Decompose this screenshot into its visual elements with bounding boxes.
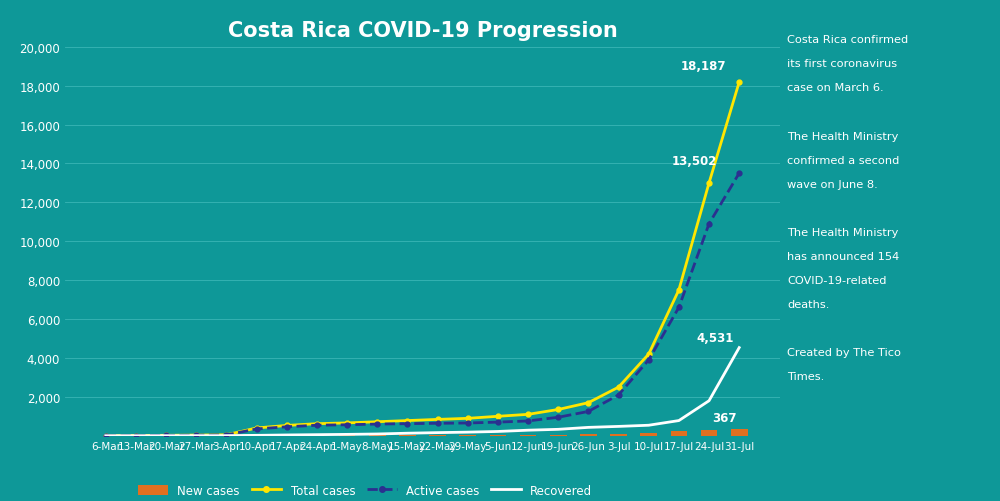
Bar: [701, 430, 717, 436]
Total cases: [281, 422, 293, 428]
Total cases: [552, 407, 564, 413]
Recovered: [733, 345, 745, 351]
Text: its first coronavirus: its first coronavirus: [787, 59, 897, 69]
Recovered: [432, 430, 444, 436]
Recovered: [311, 432, 323, 438]
Total cases: [522, 411, 534, 417]
Active cases: [341, 422, 353, 428]
Recovered: [703, 398, 715, 404]
Total cases: [673, 287, 685, 293]
Title: Costa Rica COVID-19 Progression: Costa Rica COVID-19 Progression: [228, 21, 617, 41]
Recovered: [552, 426, 564, 432]
Active cases: [160, 432, 172, 438]
Recovered: [281, 432, 293, 438]
Recovered: [492, 428, 504, 434]
Text: confirmed a second: confirmed a second: [787, 155, 899, 165]
Total cases: [492, 413, 504, 419]
Total cases: [462, 415, 474, 421]
Total cases: [220, 432, 232, 438]
Bar: [550, 435, 567, 436]
Line: Recovered: Recovered: [106, 348, 739, 436]
Total cases: [613, 384, 625, 390]
Line: Total cases: Total cases: [103, 80, 742, 438]
Recovered: [401, 430, 413, 436]
Active cases: [613, 392, 625, 398]
Recovered: [341, 431, 353, 437]
Active cases: [220, 432, 232, 438]
Line: Active cases: Active cases: [103, 171, 742, 438]
Total cases: [643, 351, 655, 357]
Active cases: [371, 421, 383, 427]
Recovered: [371, 431, 383, 437]
Text: 4,531: 4,531: [696, 331, 734, 344]
Text: case on March 6.: case on March 6.: [787, 83, 884, 93]
Bar: [520, 435, 536, 436]
Recovered: [100, 433, 112, 439]
Text: Created by The Tico: Created by The Tico: [787, 348, 901, 358]
Bar: [610, 434, 627, 436]
Bar: [278, 435, 295, 436]
Bar: [671, 431, 687, 436]
Text: Times.: Times.: [787, 372, 824, 382]
Text: 18,187: 18,187: [680, 60, 726, 73]
Text: has announced 154: has announced 154: [787, 252, 899, 262]
Recovered: [613, 423, 625, 429]
Recovered: [251, 432, 263, 438]
Recovered: [190, 433, 202, 439]
Text: 13,502: 13,502: [671, 155, 717, 168]
Total cases: [160, 432, 172, 438]
Active cases: [190, 432, 202, 438]
Active cases: [522, 418, 534, 424]
Total cases: [371, 419, 383, 425]
Total cases: [401, 418, 413, 424]
Text: deaths.: deaths.: [787, 300, 829, 310]
Text: wave on June 8.: wave on June 8.: [787, 179, 878, 189]
Active cases: [582, 409, 594, 415]
Active cases: [251, 426, 263, 432]
Text: 367: 367: [712, 411, 736, 424]
Active cases: [643, 357, 655, 363]
Recovered: [220, 433, 232, 439]
Recovered: [462, 429, 474, 435]
Active cases: [733, 171, 745, 177]
Active cases: [462, 420, 474, 426]
Bar: [731, 429, 748, 436]
Recovered: [522, 427, 534, 433]
Active cases: [281, 424, 293, 430]
Total cases: [703, 180, 715, 186]
Active cases: [100, 433, 112, 439]
Recovered: [160, 433, 172, 439]
Text: The Health Ministry: The Health Ministry: [787, 227, 898, 237]
Recovered: [130, 433, 142, 439]
Text: COVID-19-related: COVID-19-related: [787, 276, 887, 286]
Total cases: [100, 433, 112, 439]
Total cases: [190, 432, 202, 438]
Total cases: [311, 421, 323, 427]
Recovered: [673, 418, 685, 424]
Recovered: [582, 424, 594, 430]
Total cases: [130, 433, 142, 439]
Active cases: [401, 421, 413, 427]
Recovered: [643, 422, 655, 428]
Active cases: [673, 305, 685, 311]
Active cases: [432, 420, 444, 426]
Total cases: [432, 416, 444, 422]
Legend: New cases, Total cases, Active cases, Recovered: New cases, Total cases, Active cases, Re…: [134, 479, 597, 501]
Text: Costa Rica confirmed: Costa Rica confirmed: [787, 35, 908, 45]
Active cases: [703, 221, 715, 227]
Total cases: [251, 425, 263, 431]
Active cases: [130, 433, 142, 439]
Bar: [580, 434, 597, 436]
Active cases: [311, 422, 323, 428]
Total cases: [733, 80, 745, 86]
Bar: [640, 433, 657, 436]
Total cases: [582, 400, 594, 406]
Active cases: [552, 414, 564, 420]
Active cases: [492, 419, 504, 425]
Text: The Health Ministry: The Health Ministry: [787, 131, 898, 141]
Total cases: [341, 420, 353, 426]
